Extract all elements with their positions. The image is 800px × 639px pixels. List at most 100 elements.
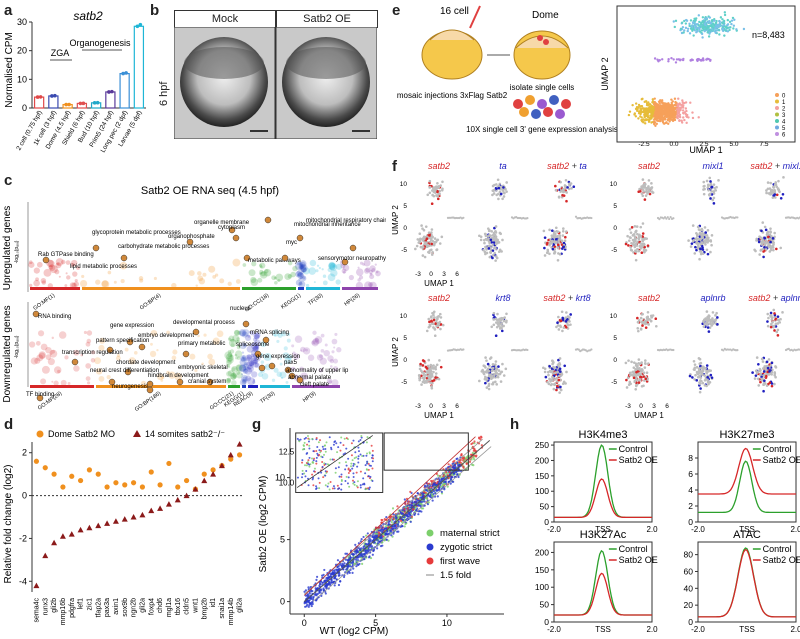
f-cell-point	[703, 226, 707, 229]
c-bubble	[140, 380, 147, 387]
umap-legend-dot	[775, 132, 779, 136]
f-cell-point	[548, 377, 551, 381]
umap-point	[683, 19, 686, 23]
f-cell-point	[706, 326, 710, 329]
c-down-term: primary metabolic	[178, 341, 225, 347]
c-bubble	[254, 339, 261, 347]
c-bubble	[272, 329, 280, 337]
umap-point	[673, 118, 677, 122]
f-cell-point	[672, 217, 675, 220]
f-cell-point	[561, 247, 564, 250]
g-point	[409, 510, 412, 514]
f-cell-point	[496, 239, 499, 243]
umap-point	[639, 115, 642, 118]
f-cell-point	[428, 371, 432, 375]
f-cell-point	[435, 319, 438, 322]
c-bubble	[246, 356, 251, 361]
f-cell-point	[688, 374, 692, 378]
f-cell-point	[636, 241, 639, 244]
c-bubble	[245, 375, 252, 382]
g-point	[311, 598, 315, 601]
f-panel-title: satb2 + ta	[547, 161, 587, 171]
c-up-point	[281, 254, 289, 262]
c-bubble	[64, 355, 69, 360]
umap-point	[677, 97, 680, 100]
c-bubble	[35, 340, 41, 346]
f-cell-point	[488, 241, 491, 245]
f-cell-point	[550, 234, 554, 237]
d-mut-point	[148, 507, 155, 514]
c-bubble	[243, 365, 247, 369]
f-cell-point	[489, 251, 493, 255]
f-cell-point	[556, 321, 559, 325]
f-cell-point	[632, 371, 636, 375]
f-cell-point	[698, 374, 702, 378]
f-cell-point	[628, 236, 632, 239]
c-bubble	[227, 357, 233, 363]
umap-point	[733, 18, 736, 21]
umap-point	[672, 20, 675, 23]
umap-point	[680, 103, 684, 107]
c-bubble	[235, 340, 239, 344]
f-cell-point	[650, 182, 653, 185]
c-up-point	[341, 258, 349, 266]
umap-point	[648, 118, 652, 121]
g-point	[383, 517, 386, 521]
g-point	[470, 458, 473, 461]
f-xlabel: UMAP 1	[424, 411, 454, 420]
c-bubble	[362, 263, 365, 266]
f-cell-point	[558, 236, 562, 239]
umap-point	[638, 111, 642, 114]
f-cell-point	[767, 358, 771, 361]
c-bubble	[41, 365, 50, 374]
f-cell-point	[761, 367, 765, 370]
f-cell-point	[644, 326, 648, 329]
f-cell-point	[636, 247, 639, 251]
f-cell-point	[562, 227, 565, 230]
f-cell-point	[629, 373, 632, 377]
umap-point	[684, 107, 688, 110]
f-cell-point	[697, 367, 701, 371]
f-cell-point	[760, 243, 763, 246]
c-bubble	[166, 370, 170, 375]
dome-cell-1	[537, 35, 543, 41]
f-cell-point	[551, 375, 554, 379]
c-bubble	[226, 371, 232, 377]
f-cell-point	[426, 193, 430, 197]
f-cell-point	[751, 371, 754, 374]
d-mo-point	[201, 471, 207, 477]
f-cell-point	[772, 325, 775, 329]
c-bubble	[240, 355, 246, 362]
f-cell-point	[494, 380, 497, 384]
injection-needle	[469, 5, 481, 29]
f-xlabel: UMAP 1	[424, 279, 454, 288]
g-point	[456, 472, 459, 476]
f-cell-point	[560, 243, 564, 246]
f-panel-title: satb2	[638, 161, 660, 171]
f-cell-point	[425, 370, 429, 374]
c-bubble	[231, 372, 237, 378]
g-point	[441, 483, 444, 486]
f-cell-point	[637, 381, 641, 384]
f-cell-point	[766, 320, 769, 323]
f-cell-point	[634, 230, 638, 233]
c-bubble	[253, 334, 260, 340]
f-cell-point	[698, 370, 701, 374]
f-cell-point	[432, 318, 436, 322]
c-bubble	[87, 381, 91, 385]
d-mo-point	[166, 460, 172, 467]
c-bubble	[308, 267, 317, 275]
f-cell-point	[438, 192, 441, 196]
dome-cell-2	[543, 39, 549, 45]
c-bubble	[369, 274, 375, 280]
c-bubble	[70, 262, 75, 268]
f-cell-point	[505, 181, 508, 184]
g-point	[330, 578, 333, 582]
c-bubble	[226, 356, 234, 364]
c-bubble	[248, 367, 251, 371]
g-point	[430, 486, 433, 489]
g-point	[364, 542, 367, 546]
f-cell-point	[486, 362, 490, 366]
c-bubble	[342, 270, 346, 274]
g-point	[407, 500, 410, 503]
